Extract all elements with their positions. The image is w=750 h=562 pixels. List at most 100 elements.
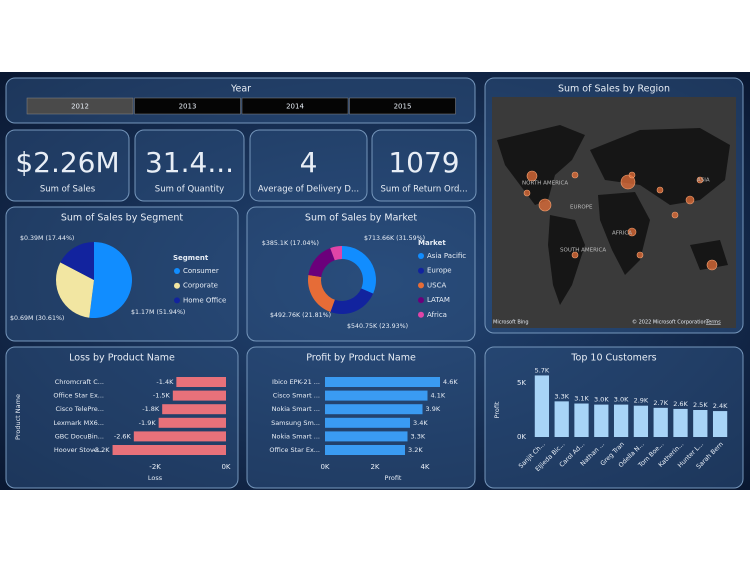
- data-label: $385.1K (17.04%): [262, 240, 319, 247]
- kpi-card: [371, 129, 477, 202]
- data-label: -1.9K: [139, 419, 157, 427]
- year-button[interactable]: [241, 97, 349, 115]
- map-provider: Microsoft Bing: [493, 320, 529, 326]
- slice: [308, 248, 335, 277]
- year-option[interactable]: 2014: [286, 103, 304, 111]
- x-tick-label: 2K: [370, 463, 379, 471]
- slice: [307, 275, 335, 312]
- bar: [554, 401, 569, 437]
- x-tick-label: 0K: [221, 463, 230, 471]
- chart-panel: [246, 206, 476, 342]
- map-label: SOUTH AMERICA: [560, 248, 606, 254]
- slice: [330, 288, 374, 315]
- year-option[interactable]: 2012: [71, 103, 89, 111]
- data-label: $713.66K (31.59%): [364, 235, 425, 242]
- kpi-value: 1079: [388, 146, 459, 179]
- data-label: 4.1K: [431, 392, 446, 400]
- bar: [325, 377, 440, 387]
- data-label: 2.7K: [653, 399, 668, 407]
- legend-swatch: [174, 297, 180, 304]
- data-label: $492.76K (21.81%): [270, 312, 331, 319]
- data-label: 3.1K: [574, 395, 589, 403]
- category-label: Samsung Sm...: [271, 419, 320, 427]
- category-label: Office Star Ex...: [53, 392, 104, 400]
- data-label: 2.5K: [693, 401, 708, 409]
- kpi-card: [249, 129, 368, 202]
- map-copyright: © 2022 Microsoft Corporation: [632, 319, 707, 326]
- data-label: $1.17M (51.94%): [131, 309, 185, 316]
- bar: [325, 431, 408, 442]
- bar: [158, 417, 226, 428]
- legend-swatch: [418, 311, 424, 318]
- year-button[interactable]: [134, 97, 241, 115]
- legend-label: Africa: [427, 311, 447, 319]
- legend-swatch: [418, 297, 424, 304]
- legend-label: Consumer: [183, 267, 219, 275]
- x-tick-label: 0K: [320, 463, 329, 471]
- year-option[interactable]: 2013: [179, 103, 197, 111]
- map-label: AFRICA: [612, 231, 632, 237]
- category-label: Lexmark MX6...: [54, 419, 104, 427]
- legend-label: Asia Pacific: [427, 252, 466, 260]
- bar: [112, 445, 226, 455]
- legend-swatch: [418, 267, 424, 274]
- data-label: 2.4K: [713, 402, 728, 410]
- chart-title: Sum of Sales by Segment: [61, 213, 184, 224]
- bar: [325, 445, 405, 455]
- data-label: 2.6K: [673, 400, 688, 408]
- legend-label: Home Office: [183, 296, 226, 304]
- slice: [60, 241, 94, 280]
- chart-panel: [5, 346, 239, 489]
- bar: [325, 404, 423, 415]
- category-label: Nokia Smart ...: [272, 405, 320, 413]
- category-label: Chromcraft C...: [55, 378, 104, 386]
- year-button[interactable]: [349, 97, 456, 115]
- map-terms[interactable]: Terms: [705, 320, 721, 326]
- map-label: NORTH AMERICA: [522, 181, 568, 187]
- kpi-value: 31.4...: [145, 146, 234, 179]
- data-label: -3.2K: [93, 446, 111, 454]
- legend-swatch: [418, 253, 424, 259]
- data-label: -1.4K: [156, 378, 174, 386]
- data-label: -1.8K: [142, 405, 160, 413]
- kpi-card: [134, 129, 245, 202]
- category-label: GBC DocuBin...: [55, 432, 104, 440]
- category-label: Cisco Smart ...: [273, 392, 320, 400]
- bar: [172, 390, 226, 401]
- bar: [574, 403, 589, 437]
- bar: [613, 404, 629, 437]
- kpi-label: Average of Delivery D...: [258, 185, 359, 195]
- chart-title: Sum of Sales by Market: [305, 213, 417, 224]
- bar: [673, 408, 688, 437]
- data-label: -2.6K: [114, 432, 132, 440]
- category-label: Cisco TelePre...: [55, 405, 104, 413]
- legend-swatch: [174, 282, 180, 289]
- chart-title: Loss by Product Name: [69, 353, 175, 364]
- data-label: 3.0K: [594, 396, 609, 404]
- bar: [594, 404, 609, 437]
- data-label: 3.2K: [408, 446, 423, 454]
- bar: [693, 410, 708, 437]
- legend-title: Market: [418, 239, 446, 247]
- y-tick-label: 5K: [517, 379, 526, 387]
- legend-label: LATAM: [427, 296, 450, 304]
- year-button[interactable]: [26, 97, 134, 115]
- bar: [325, 390, 428, 401]
- data-label: $0.39M (17.44%): [20, 235, 74, 242]
- kpi-label: Sum of Sales: [40, 185, 96, 195]
- data-label: 3.4K: [413, 419, 428, 427]
- y-axis-title: Profit: [493, 401, 501, 418]
- data-label: -1.5K: [153, 392, 171, 400]
- legend-title: Segment: [173, 254, 209, 262]
- category-label: Office Star Ex...: [269, 446, 320, 454]
- data-label: 3.0K: [614, 396, 629, 404]
- data-label: 2.9K: [634, 397, 649, 405]
- map-land: [497, 125, 730, 305]
- legend-swatch: [418, 282, 424, 289]
- y-tick-label: 0K: [517, 433, 526, 441]
- slicer-title: Year: [230, 84, 251, 95]
- chart-title: Profit by Product Name: [306, 353, 416, 364]
- y-axis-title: Product Name: [14, 394, 22, 440]
- year-option[interactable]: 2015: [394, 103, 412, 111]
